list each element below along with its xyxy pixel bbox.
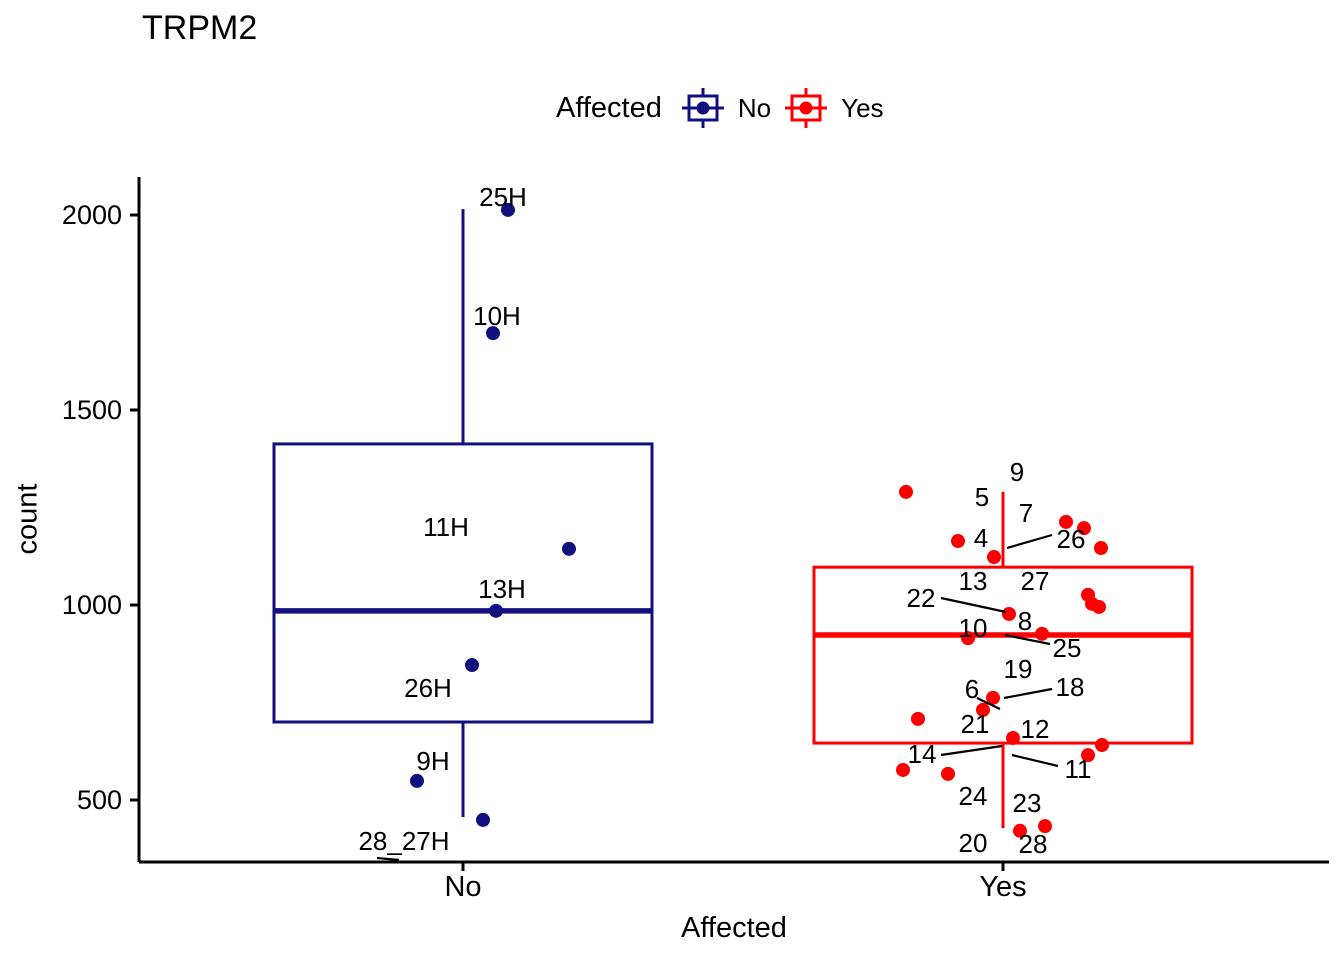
no-point-label: 28_27H [358,826,449,856]
no-data-point [465,658,479,673]
no-data-point [489,603,503,618]
yes-point-label: 14 [908,739,937,769]
yes-data-point [951,534,965,549]
y-tick-label: 1000 [62,590,122,620]
yes-data-point [1002,606,1016,621]
no-label-segment [376,856,400,862]
yes-point-label: 19 [1004,654,1033,684]
yes-point-label: 6 [965,674,979,704]
yes-point-label: 10 [959,613,988,643]
yes-point-label: 25 [1053,633,1082,663]
yes-point-label: 18 [1056,672,1085,702]
x-tick-label: Yes [979,871,1026,903]
yes-data-point [1013,823,1027,838]
legend: Affected No Yes [556,86,884,130]
yes-data-point [896,762,910,777]
yes-point-label: 9 [1010,457,1024,487]
yes-point-label: 24 [959,781,988,811]
x-axis-title: Affected [681,912,787,944]
chart-title: TRPM2 [142,9,258,47]
yes-data-point [1094,541,1108,556]
yes-point-label: 5 [975,482,989,512]
legend-key-no-icon [681,87,724,129]
no-data-point [501,202,515,217]
yes-data-point [899,484,913,499]
no-point-label: 25H [479,182,527,212]
x-tick-label: No [444,871,481,903]
yes-label-segment [1006,533,1053,550]
yes-box [812,565,1194,745]
yes-label-segment [1011,753,1059,768]
yes-data-point [986,690,1000,705]
yes-data-point [987,550,1001,565]
no-data-point [562,541,576,556]
yes-data-point [1092,599,1106,614]
yes-point-label: 26 [1057,524,1086,554]
no-data-point [486,326,500,341]
yes-label-segment [976,697,1001,710]
yes-data-point [1059,514,1073,529]
yes-point-label: 8 [1018,606,1032,636]
no-point-label: 11H [423,512,469,542]
no-point-label: 13H [478,574,526,604]
no-point-label: 10H [473,301,521,331]
yes-point-label: 27 [1021,566,1050,596]
y-tick-label: 500 [77,785,122,815]
yes-point-label: 12 [1021,714,1050,744]
no-point-label: 26H [404,673,452,703]
yes-label-segment [940,744,1003,757]
yes-point-label: 22 [907,583,936,613]
yes-point-label: 21 [961,709,990,739]
legend-title: Affected [556,91,662,124]
legend-label-yes: Yes [841,92,884,123]
yes-label-segment [940,596,1007,614]
legend-key-yes-icon [785,87,828,129]
legend-label-no: No [737,92,772,123]
yes-data-point [961,631,975,646]
no-data-point [476,812,490,827]
yes-data-point [941,766,955,781]
no-box [272,442,654,724]
yes-point-label: 20 [959,828,988,858]
yes-point-label: 13 [959,566,988,596]
yes-label-segment [1004,633,1051,646]
yes-point-label: 7 [1019,498,1033,528]
yes-point-label: 11 [1065,754,1092,784]
yes-data-point [1038,819,1052,834]
yes-data-point [976,702,990,717]
yes-data-point [1081,748,1095,763]
yes-point-label: 28 [1019,829,1048,859]
no-point-label: 9H [416,746,449,776]
y-tick-label: 1500 [62,395,122,425]
yes-data-point [911,711,925,726]
yes-data-point [1035,626,1049,641]
no-data-point [410,773,424,788]
yes-data-point [1077,521,1091,536]
yes-data-point [1006,730,1020,745]
yes-label-segment [1003,687,1053,700]
yes-point-label: 23 [1013,788,1042,818]
yes-point-label: 4 [974,523,988,553]
yes-data-point [1095,738,1109,753]
y-tick-label: 2000 [62,200,122,230]
